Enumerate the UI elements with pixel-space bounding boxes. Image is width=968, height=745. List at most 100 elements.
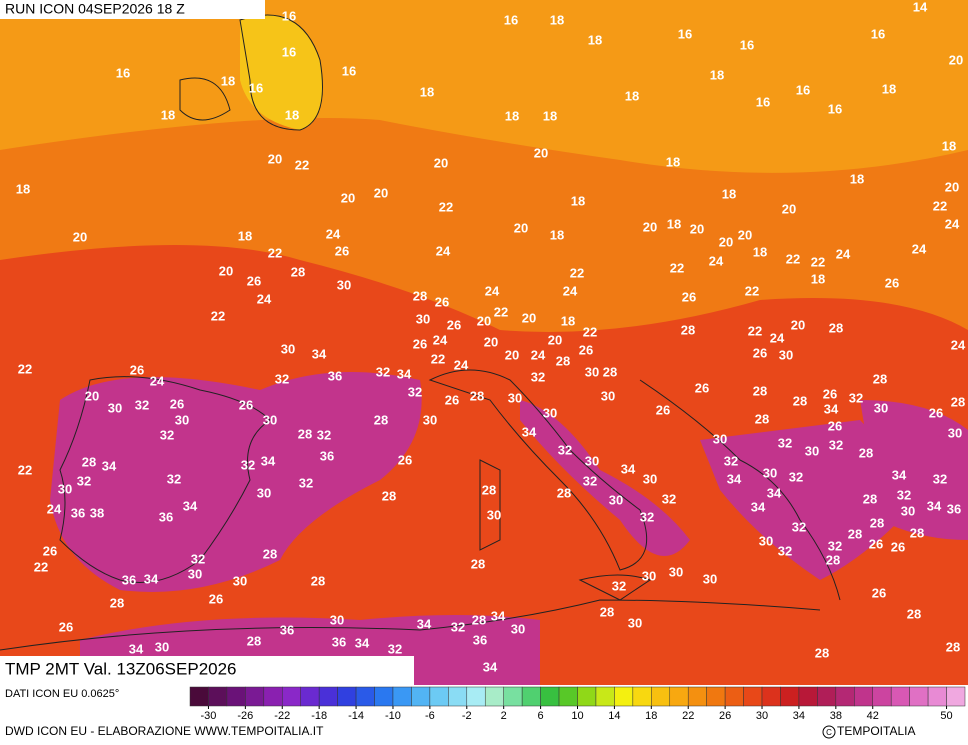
isotherm-label: 22 bbox=[786, 251, 800, 266]
isotherm-label: 22 bbox=[295, 157, 309, 172]
isotherm-label: 24 bbox=[951, 337, 966, 352]
isotherm-label: 24 bbox=[485, 283, 500, 298]
isotherm-label: 32 bbox=[792, 519, 806, 534]
isotherm-label: 30 bbox=[669, 564, 683, 579]
colorbar-swatch bbox=[890, 686, 910, 707]
isotherm-label: 20 bbox=[690, 221, 704, 236]
isotherm-label: 16 bbox=[282, 44, 296, 59]
isotherm-label: 16 bbox=[342, 63, 356, 78]
isotherm-label: 30 bbox=[423, 412, 437, 427]
isotherm-label: 20 bbox=[268, 151, 282, 166]
colorbar-tick-label: -2 bbox=[462, 710, 472, 722]
isotherm-label: 18 bbox=[942, 138, 956, 153]
colorbar-swatch bbox=[724, 686, 744, 707]
isotherm-label: 16 bbox=[796, 82, 810, 97]
colorbar-swatch bbox=[189, 686, 209, 707]
isotherm-label: 20 bbox=[522, 310, 536, 325]
isotherm-label: 30 bbox=[609, 492, 623, 507]
isotherm-label: 30 bbox=[601, 388, 615, 403]
isotherm-label: 34 bbox=[621, 461, 636, 476]
isotherm-label: 30 bbox=[805, 443, 819, 458]
isotherm-label: 18 bbox=[285, 107, 299, 122]
field-box bbox=[0, 656, 414, 685]
isotherm-label: 28 bbox=[910, 525, 924, 540]
isotherm-label: 26 bbox=[445, 392, 459, 407]
isotherm-label: 30 bbox=[874, 400, 888, 415]
isotherm-label: 28 bbox=[753, 383, 767, 398]
colorbar-tick-label: 26 bbox=[719, 710, 731, 722]
colorbar-tick-label: -18 bbox=[311, 710, 327, 722]
isotherm-label: 20 bbox=[949, 52, 963, 67]
isotherm-label: 32 bbox=[897, 487, 911, 502]
isotherm-label: 20 bbox=[791, 317, 805, 332]
isotherm-label: 28 bbox=[470, 388, 484, 403]
isotherm-label: 18 bbox=[722, 186, 736, 201]
isotherm-label: 20 bbox=[73, 229, 87, 244]
isotherm-label: 30 bbox=[543, 405, 557, 420]
isotherm-label: 34 bbox=[727, 471, 742, 486]
colorbar-tick-label: 42 bbox=[867, 710, 879, 722]
isotherm-label: 24 bbox=[47, 501, 62, 516]
isotherm-label: 28 bbox=[471, 556, 485, 571]
isotherm-label: 34 bbox=[102, 458, 117, 473]
colorbar-swatch bbox=[466, 686, 486, 707]
isotherm-label: 18 bbox=[221, 73, 235, 88]
colorbar-swatch bbox=[503, 686, 523, 707]
colorbar-swatch bbox=[743, 686, 763, 707]
isotherm-label: 36 bbox=[71, 505, 85, 520]
isotherm-label: 36 bbox=[473, 632, 487, 647]
isotherm-label: 26 bbox=[695, 380, 709, 395]
isotherm-label: 32 bbox=[451, 619, 465, 634]
colorbar-swatch bbox=[521, 686, 541, 707]
isotherm-label: 36 bbox=[332, 634, 346, 649]
isotherm-label: 28 bbox=[556, 353, 570, 368]
isotherm-label: 28 bbox=[247, 633, 261, 648]
isotherm-label: 34 bbox=[824, 401, 839, 416]
isotherm-label: 26 bbox=[869, 536, 883, 551]
isotherm-label: 32 bbox=[612, 578, 626, 593]
isotherm-label: 18 bbox=[571, 193, 585, 208]
isotherm-label: 20 bbox=[374, 185, 388, 200]
isotherm-label: 24 bbox=[326, 226, 341, 241]
colorbar-swatch bbox=[595, 686, 615, 707]
isotherm-label: 30 bbox=[330, 612, 344, 627]
isotherm-label: 28 bbox=[298, 426, 312, 441]
hot-zone bbox=[50, 372, 422, 592]
isotherm-label: 22 bbox=[494, 304, 508, 319]
isotherm-label: 16 bbox=[282, 8, 296, 23]
isotherm-label: 34 bbox=[355, 635, 370, 650]
isotherm-label: 18 bbox=[561, 313, 575, 328]
isotherm-label: 20 bbox=[505, 347, 519, 362]
isotherm-label: 28 bbox=[557, 485, 571, 500]
isotherm-label: 18 bbox=[505, 108, 519, 123]
isotherm-label: 14 bbox=[913, 0, 928, 14]
isotherm-label: 32 bbox=[849, 390, 863, 405]
colorbar-swatch bbox=[614, 686, 634, 707]
isotherm-label: 20 bbox=[514, 220, 528, 235]
isotherm-label: 32 bbox=[241, 457, 255, 472]
isotherm-label: 28 bbox=[829, 320, 843, 335]
isotherm-label: 26 bbox=[885, 275, 899, 290]
colorbar-swatch bbox=[927, 686, 947, 707]
isotherm-label: 36 bbox=[122, 572, 136, 587]
isotherm-label: 32 bbox=[317, 427, 331, 442]
isotherm-label: 22 bbox=[570, 265, 584, 280]
isotherm-label: 30 bbox=[948, 425, 962, 440]
isotherm-label: 26 bbox=[891, 539, 905, 554]
isotherm-label: 26 bbox=[682, 289, 696, 304]
isotherm-label: 32 bbox=[583, 473, 597, 488]
isotherm-label: 28 bbox=[907, 606, 921, 621]
isotherm-label: 34 bbox=[751, 499, 766, 514]
cool-zone bbox=[240, 15, 323, 130]
isotherm-label: 30 bbox=[58, 481, 72, 496]
isotherm-label: 18 bbox=[753, 244, 767, 259]
isotherm-label: 34 bbox=[144, 571, 159, 586]
colorbar-tick-label: -26 bbox=[237, 710, 253, 722]
isotherm-label: 18 bbox=[16, 181, 30, 196]
isotherm-label: 38 bbox=[90, 505, 104, 520]
isotherm-label: 34 bbox=[312, 346, 327, 361]
isotherm-label: 16 bbox=[678, 26, 692, 41]
isotherm-label: 20 bbox=[341, 190, 355, 205]
coastline bbox=[0, 379, 841, 651]
